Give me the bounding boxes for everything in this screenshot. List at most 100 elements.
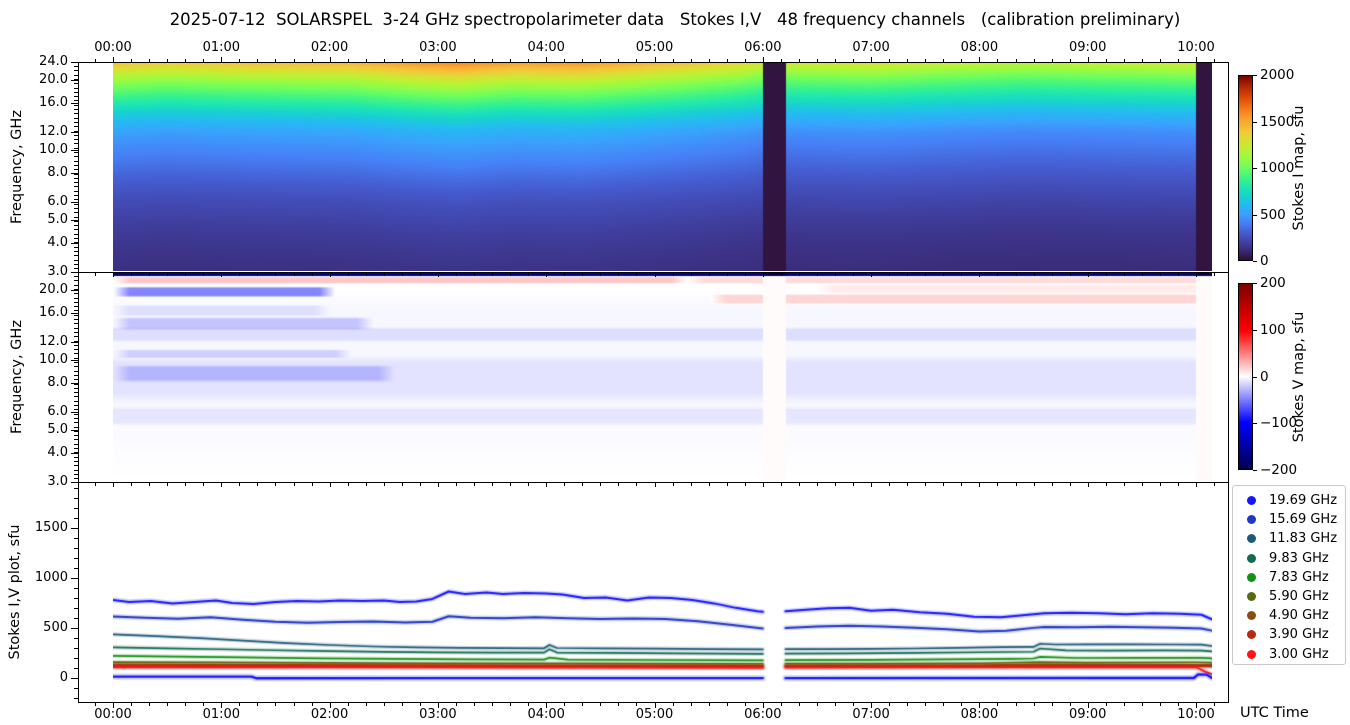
tick: [71, 360, 78, 362]
tick: [71, 482, 78, 483]
legend-marker-dot: [1247, 630, 1256, 640]
legend-marker-dot: [1247, 534, 1256, 544]
sfu-tick-label: 1000: [34, 570, 68, 585]
legend-item: 19.69 GHz: [1242, 491, 1345, 510]
stokes-v-colorbar-tick-label: 0: [1260, 368, 1269, 385]
freq-tick-label: 16.0: [39, 304, 68, 320]
legend-label: 4.90 GHz: [1269, 608, 1329, 624]
tick: [71, 578, 78, 579]
legend-label: 11.83 GHz: [1269, 531, 1338, 547]
freq-tick-label: 8.0: [47, 374, 68, 390]
tick: [71, 452, 78, 454]
legend-label: 3.90 GHz: [1269, 627, 1329, 643]
stokes-i-colorbar-tick-label: 2000: [1260, 67, 1295, 83]
x-tick-label-top: 09:00: [1068, 40, 1107, 55]
x-tick-label-bottom: 05:00: [635, 707, 674, 722]
x-tick-label-bottom: 06:00: [744, 707, 782, 722]
frequency-channel-legend: 19.69 GHz 15.69 GHz 11.83 GHz 9.83 GHz 7.83 …: [1232, 485, 1346, 665]
tick: [1253, 214, 1257, 216]
legend-label: 19.69 GHz: [1269, 493, 1338, 509]
tick: [71, 678, 78, 679]
tick: [71, 132, 78, 133]
legend-item: 9.83 GHz: [1242, 549, 1345, 568]
legend-item: 3.00 GHz: [1242, 645, 1345, 664]
tick: [71, 382, 78, 384]
freq-axis-label-top: Frequency, GHz: [9, 110, 25, 224]
x-tick-label-top: 04:00: [527, 40, 565, 55]
sfu-tick-label: 0: [59, 670, 68, 685]
stokes-i-heatmap: [113, 63, 1212, 271]
tick: [71, 342, 78, 343]
tick: [71, 290, 78, 292]
utc-time-axis-label: UTC Time: [1240, 705, 1309, 721]
stokes-i-colorbar: [1238, 75, 1253, 261]
legend-item: 7.83 GHz: [1242, 568, 1345, 587]
freq-tick-label: 6.0: [47, 404, 68, 419]
stokes-v-map-panel: [78, 272, 1229, 483]
tick: [1253, 121, 1257, 123]
tick: [1253, 283, 1257, 284]
legend-marker-dot: [1247, 592, 1256, 602]
tick: [1253, 261, 1257, 262]
x-tick-label-top: 10:00: [1177, 40, 1215, 55]
tick: [71, 528, 78, 529]
x-tick-label-top: 05:00: [635, 40, 674, 55]
tick: [71, 202, 78, 203]
freq-tick-label: 3.0: [47, 474, 68, 489]
x-tick-label-top: 08:00: [960, 40, 999, 55]
tick: [1253, 75, 1257, 76]
sfu-tick-label: 500: [43, 620, 68, 635]
x-tick-label-top: 07:00: [852, 40, 890, 55]
freq-tick-label: 20.0: [39, 72, 68, 88]
stokes-v-colorbar-gradient: [1239, 284, 1252, 469]
stokes-i-colorbar-label: Stokes I map, sfu: [1291, 105, 1307, 231]
stokes-i-colorbar-tick-label: 0: [1260, 253, 1269, 269]
tick: [71, 102, 78, 104]
stokes-i-colorbar-gradient: [1239, 76, 1252, 260]
figure-title: 2025-07-12 SOLARSPEL 3-24 GHz spectropol…: [169, 10, 1181, 29]
x-tick-label-bottom: 10:00: [1177, 707, 1215, 722]
stokes-v-colorbar-label: Stokes V map, sfu: [1291, 311, 1307, 443]
freq-tick-label: 4.0: [47, 234, 68, 250]
legend-marker-dot: [1247, 572, 1256, 582]
legend-label: 15.69 GHz: [1269, 512, 1338, 528]
legend-item: 11.83 GHz: [1242, 529, 1345, 548]
legend-item: 4.90 GHz: [1242, 606, 1345, 625]
x-tick-label-bottom: 00:00: [94, 707, 132, 722]
freq-tick-label: 5.0: [47, 422, 68, 438]
freq-tick-label: 5.0: [47, 212, 68, 228]
x-tick-label-bottom: 09:00: [1068, 707, 1107, 722]
freq-tick-label: 6.0: [47, 194, 68, 209]
freq-tick-label: 8.0: [47, 164, 68, 180]
stokes-v-heatmap: [113, 273, 1212, 481]
stokes-v-colorbar: [1238, 283, 1253, 470]
tick: [1253, 168, 1257, 169]
legend-marker-dot: [1247, 553, 1256, 563]
stokes-v-colorbar-tick-label: −200: [1260, 462, 1298, 478]
tick: [71, 172, 78, 174]
tick: [71, 430, 78, 432]
legend-item: 5.90 GHz: [1242, 587, 1345, 606]
x-tick-label-bottom: 08:00: [960, 707, 999, 722]
stokes-i-colorbar-tick-label: 500: [1260, 206, 1286, 223]
stokes-v-colorbar-tick-label: 200: [1260, 275, 1286, 291]
sfu-tick-label: 1500: [34, 520, 68, 535]
tick: [71, 62, 78, 63]
x-tick-label-bottom: 02:00: [310, 707, 349, 722]
freq-tick-label: 3.0: [47, 264, 68, 279]
freq-tick-label: 24.0: [39, 54, 68, 69]
tick: [1253, 470, 1257, 471]
freq-tick-label: 12.0: [39, 124, 68, 139]
tick: [71, 412, 78, 413]
x-tick-label-bottom: 03:00: [419, 707, 457, 722]
legend-marker-dot: [1247, 515, 1256, 525]
x-tick-label-top: 02:00: [310, 40, 349, 55]
freq-tick-label: 10.0: [39, 142, 68, 158]
tick: [71, 272, 78, 273]
stokes-i-map-panel: [78, 62, 1229, 273]
tick: [1253, 329, 1257, 331]
freq-tick-label: 16.0: [39, 94, 68, 110]
legend-item: 15.69 GHz: [1242, 510, 1345, 529]
stokes-i-colorbar-tick-label: 1500: [1260, 113, 1295, 130]
